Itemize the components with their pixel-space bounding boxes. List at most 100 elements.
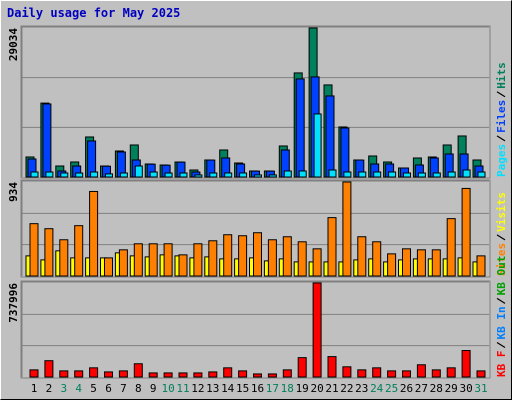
bar	[476, 255, 486, 277]
x-tick-label: 1	[31, 382, 38, 395]
bar	[477, 171, 486, 178]
x-tick-label: 16	[251, 382, 264, 395]
bar	[60, 172, 69, 178]
bar	[357, 369, 367, 378]
bar	[133, 243, 143, 277]
bar	[343, 171, 352, 178]
bar	[75, 172, 84, 178]
legend-label: Pages	[495, 144, 508, 177]
x-tick-label: 9	[150, 382, 157, 395]
x-tick-label: 11	[176, 382, 189, 395]
bar	[267, 373, 277, 378]
legend-separator	[496, 91, 506, 98]
bar	[30, 171, 39, 178]
bar	[432, 172, 441, 178]
bar	[387, 253, 397, 277]
bar	[312, 282, 322, 378]
legend-label: Visits	[495, 192, 508, 232]
bar	[178, 254, 188, 277]
bar	[342, 366, 352, 378]
bar	[209, 172, 218, 178]
x-tick-label: 31	[474, 382, 487, 395]
bar	[163, 372, 173, 378]
bar	[238, 235, 248, 277]
legend-label: Hits	[495, 62, 508, 89]
x-tick-label: 29	[445, 382, 458, 395]
bar	[118, 370, 128, 378]
bar	[74, 225, 84, 277]
bar	[89, 367, 99, 378]
bar	[403, 172, 411, 178]
bar	[282, 236, 292, 277]
legend-separator	[496, 234, 506, 241]
x-tick-label: 26	[400, 382, 413, 395]
bar	[267, 239, 277, 277]
bar	[119, 172, 128, 178]
bar	[461, 187, 471, 277]
bar	[90, 171, 99, 178]
x-tick-label: 24	[370, 382, 384, 395]
bar	[253, 373, 262, 378]
bar	[163, 243, 173, 277]
x-tick-label: 17	[266, 382, 279, 395]
bar	[104, 257, 113, 277]
bar	[297, 241, 307, 277]
x-tick-label: 28	[430, 382, 443, 395]
bar	[328, 169, 337, 178]
x-tick-label: 12	[191, 382, 204, 395]
x-tick-label: 13	[206, 382, 219, 395]
bar	[193, 372, 203, 378]
x-tick-label: 5	[90, 382, 97, 395]
legend-label: KB F	[495, 351, 508, 378]
bar	[342, 181, 352, 277]
bar	[447, 171, 456, 178]
bar	[118, 249, 128, 277]
x-tick-label: 22	[340, 382, 353, 395]
bar	[178, 372, 188, 378]
bar	[373, 171, 382, 178]
bar	[431, 249, 441, 277]
x-tick-label: 4	[75, 382, 82, 395]
bar	[417, 172, 426, 178]
legend-label: Files	[495, 100, 508, 133]
bar	[268, 174, 277, 178]
bar	[29, 369, 39, 378]
legend-label: Sites	[495, 243, 508, 276]
bar	[387, 370, 397, 378]
bar	[133, 363, 143, 378]
y-tick-label: 934	[7, 182, 20, 202]
bar	[462, 169, 471, 178]
x-tick-label: 20	[310, 382, 323, 395]
legend-label: KB In	[495, 306, 508, 339]
x-tick-label: 30	[459, 382, 472, 395]
legend-label: KB Out	[495, 256, 508, 296]
bar	[372, 241, 382, 277]
bar	[194, 174, 203, 178]
bar	[327, 217, 337, 277]
bar	[402, 248, 411, 277]
x-tick-label: 23	[355, 382, 368, 395]
x-tick-label: 10	[161, 382, 174, 395]
y-tick-label: 29034	[7, 28, 20, 61]
bar	[416, 249, 426, 277]
bar	[223, 234, 233, 277]
bar	[59, 239, 69, 277]
legend-separator	[496, 341, 506, 349]
bar	[254, 174, 262, 178]
bar	[148, 243, 158, 277]
y-tick-label: 737996	[7, 283, 20, 323]
legend-separator	[496, 297, 506, 304]
bar	[295, 78, 305, 178]
bar	[312, 248, 322, 277]
bar	[297, 357, 307, 378]
chart-title: Daily usage for May 2025	[7, 6, 180, 20]
bar	[29, 223, 39, 277]
bar	[89, 190, 99, 277]
bar	[253, 232, 262, 277]
bar	[59, 370, 69, 378]
x-tick-label: 18	[281, 382, 294, 395]
bar	[148, 372, 158, 378]
bar	[45, 171, 54, 178]
